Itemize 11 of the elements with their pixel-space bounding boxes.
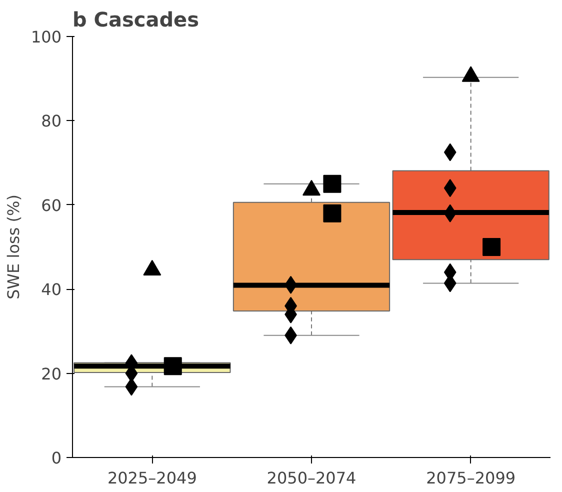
y-axis-title: SWE loss (%): [4, 194, 23, 300]
y-tick-label: 80: [41, 112, 62, 131]
chart-title: b Cascades: [72, 8, 199, 32]
x-tick-label: 2025–2049: [107, 468, 197, 488]
x-tick-label: 2050–2074: [266, 468, 356, 488]
y-tick-label: 0: [51, 448, 62, 468]
x-tick-label: 2075–2099: [426, 468, 516, 488]
y-tick-label: 100: [30, 28, 62, 46]
y-tick-label: 20: [41, 364, 62, 384]
y-tick-label: 40: [41, 280, 62, 300]
y-tick-label: 60: [41, 196, 62, 215]
